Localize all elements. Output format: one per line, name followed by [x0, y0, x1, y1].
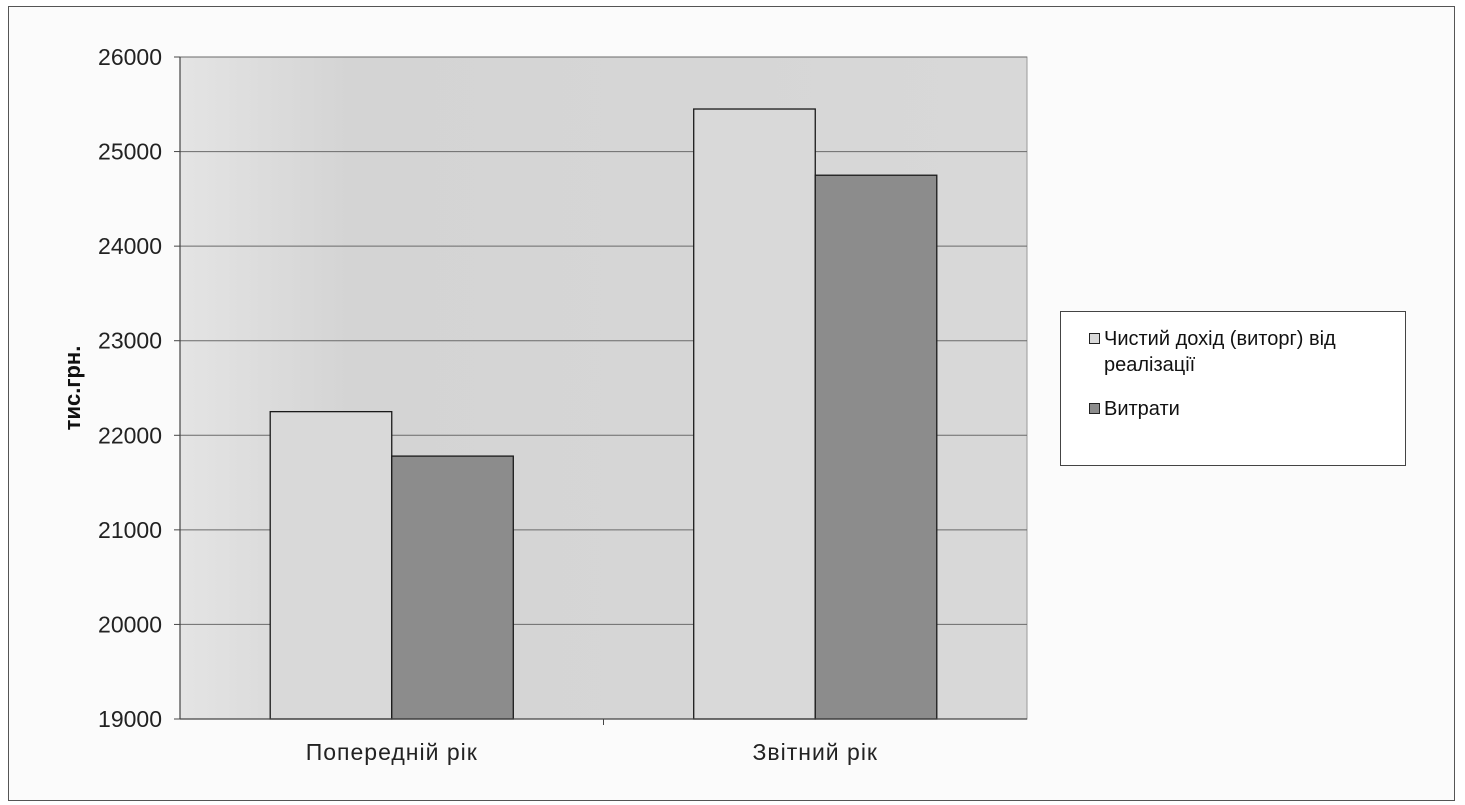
bars	[269, 108, 938, 720]
x-category-labels: Попередній рік Звітний рік	[306, 739, 878, 765]
axes	[179, 57, 1027, 725]
legend: Чистий дохід (виторг) від реалізації Вит…	[1060, 311, 1406, 466]
y-tick-label: 19000	[98, 706, 162, 732]
y-axis-title: тис.грн.	[60, 346, 85, 431]
bar-revenue	[269, 410, 393, 720]
y-tick-label: 26000	[98, 44, 162, 70]
y-tick-label: 22000	[98, 422, 162, 448]
legend-item-revenue: Чистий дохід (виторг) від реалізації	[1089, 326, 1395, 378]
bar-expenses	[814, 174, 938, 720]
y-tick-label: 23000	[98, 328, 162, 354]
y-tick-labels: 19000 20000 21000 22000 23000 24000 25000 26000	[98, 44, 180, 732]
y-tick-label: 25000	[98, 139, 162, 165]
legend-swatch-expenses	[1089, 403, 1100, 414]
legend-label-revenue: Чистий дохід (виторг) від реалізації	[1104, 328, 1336, 376]
x-category-label: Попередній рік	[306, 739, 478, 765]
x-category-label: Звітний рік	[752, 739, 878, 765]
bar-revenue	[693, 108, 816, 720]
bar-expenses	[391, 455, 514, 720]
y-tick-label: 24000	[98, 233, 162, 259]
y-tick-label: 20000	[98, 611, 162, 637]
legend-swatch-revenue	[1089, 333, 1100, 344]
legend-label-expenses: Витрати	[1104, 398, 1180, 420]
y-tick-label: 21000	[98, 517, 162, 543]
legend-item-expenses: Витрати	[1089, 396, 1395, 422]
